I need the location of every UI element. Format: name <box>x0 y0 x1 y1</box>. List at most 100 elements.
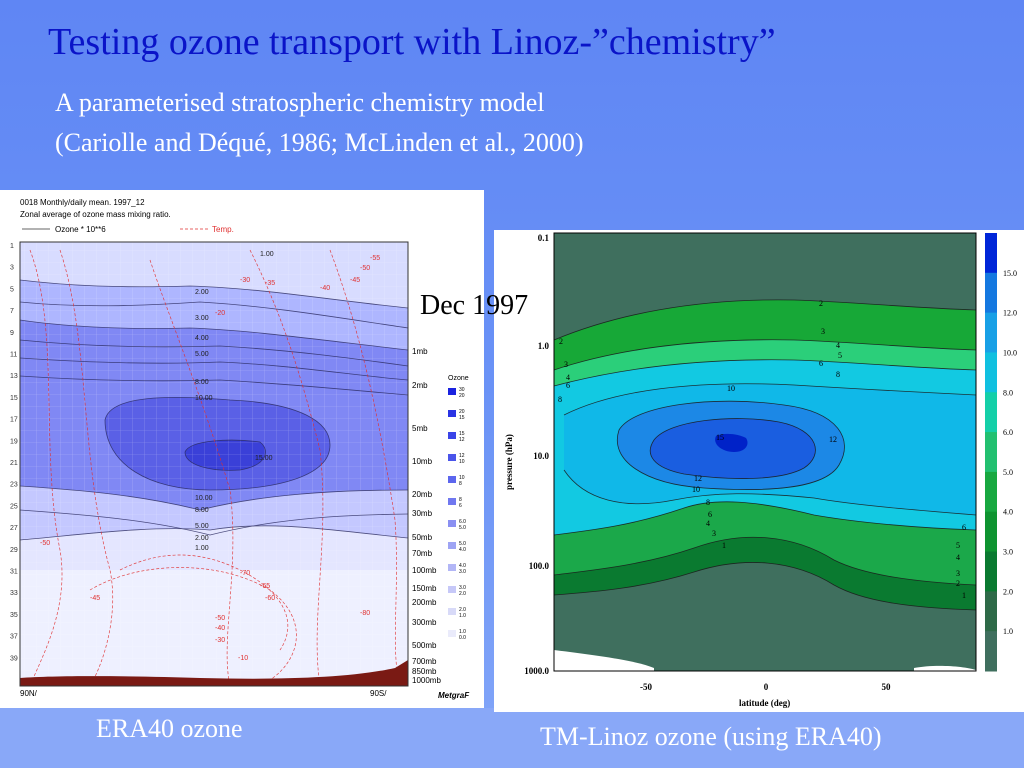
right-x-tick: -50 <box>640 682 652 692</box>
era40-ozone-svg: 0018 Monthly/daily mean. 1997_12 Zonal a… <box>10 198 470 700</box>
svg-text:3: 3 <box>956 569 960 578</box>
left-pressure-label: 50mb <box>412 533 433 542</box>
svg-text:1.00: 1.00 <box>260 251 274 258</box>
left-colorbar-label: 1.0 <box>459 629 466 635</box>
right-colorbar-swatch <box>985 511 997 553</box>
svg-text:10.00: 10.00 <box>195 495 213 502</box>
left-colorbar-swatch <box>448 498 456 505</box>
right-y-tick: 0.1 <box>538 233 550 243</box>
svg-text:4: 4 <box>956 553 960 562</box>
left-colorbar-swatch <box>448 630 456 637</box>
left-pressure-label: 5mb <box>412 424 428 433</box>
svg-text:8.00: 8.00 <box>195 507 209 514</box>
svg-text:3: 3 <box>564 360 568 369</box>
svg-text:5.00: 5.00 <box>195 351 209 358</box>
svg-text:4: 4 <box>706 519 710 528</box>
caption-right: TM-Linoz ozone (using ERA40) <box>540 722 882 751</box>
left-level-label: 33 <box>10 590 18 597</box>
metgraf-brand: MetgraF <box>438 691 470 700</box>
left-level-label: 5 <box>10 286 14 293</box>
left-colorbar-label: 10 <box>459 459 465 465</box>
svg-text:6: 6 <box>708 510 712 519</box>
left-legend-temp: Temp. <box>212 225 234 234</box>
left-colorbar-label: 2.0 <box>459 591 466 597</box>
right-colorbar-swatch <box>985 471 997 513</box>
right-x-tick: 0 <box>764 682 769 692</box>
left-colorbar-label: 8 <box>459 481 462 487</box>
right-colorbar-tick: 15.0 <box>1003 269 1017 278</box>
left-colorbar-swatch <box>448 388 456 395</box>
svg-text:-70: -70 <box>240 570 250 577</box>
left-colorbar-label: 4.0 <box>459 547 466 553</box>
left-colorbar-swatch <box>448 410 456 417</box>
left-level-label: 7 <box>10 308 14 315</box>
left-pressure-label: 100mb <box>412 566 437 575</box>
left-pressure-label: 1000mb <box>412 676 441 685</box>
left-level-label: 21 <box>10 460 18 467</box>
left-level-label: 35 <box>10 612 18 619</box>
svg-text:-50: -50 <box>360 265 370 272</box>
left-pressure-label: 300mb <box>412 618 437 627</box>
right-colorbar-tick: 2.0 <box>1003 587 1013 596</box>
svg-text:-50: -50 <box>215 615 225 622</box>
left-level-label: 15 <box>10 395 18 402</box>
tm-linoz-ozone-plot: 2 3 4 5 6 8 10 12 15 12 10 8 6 4 3 1 6 5… <box>494 230 1024 712</box>
left-colorbar-label: 20 <box>459 409 465 415</box>
svg-text:5.00: 5.00 <box>195 523 209 530</box>
left-colorbar-label: 5.0 <box>459 525 466 531</box>
left-pressure-label: 20mb <box>412 490 433 499</box>
left-colorbar-label: 6 <box>459 503 462 509</box>
left-level-label: 9 <box>10 330 14 337</box>
left-x-label-north: 90N/ <box>20 689 38 698</box>
svg-text:6: 6 <box>819 359 823 368</box>
svg-text:6: 6 <box>962 523 966 532</box>
svg-text:3: 3 <box>712 529 716 538</box>
left-level-label: 27 <box>10 525 18 532</box>
svg-text:12: 12 <box>694 474 702 483</box>
svg-text:4: 4 <box>836 341 840 350</box>
left-colorbar-label: 20 <box>459 393 465 399</box>
left-colorbar-swatch <box>448 520 456 527</box>
right-colorbar-tick: 10.0 <box>1003 348 1017 357</box>
left-colorbar-swatch <box>448 564 456 571</box>
svg-text:2: 2 <box>559 337 563 346</box>
left-colorbar-label: 2.0 <box>459 607 466 613</box>
svg-text:4.00: 4.00 <box>195 335 209 342</box>
right-colorbar-swatch <box>985 272 997 314</box>
caption-left: ERA40 ozone <box>96 714 243 743</box>
left-colorbar-label: 6.0 <box>459 519 466 525</box>
left-pressure-label: 850mb <box>412 667 437 676</box>
left-pressure-label: 500mb <box>412 641 437 650</box>
left-colorbar-label: 4.0 <box>459 563 466 569</box>
svg-text:1.00: 1.00 <box>195 545 209 552</box>
right-colorbar-swatch <box>985 233 997 274</box>
left-colorbar-label: 15 <box>459 415 465 421</box>
left-pressure-label: 2mb <box>412 381 428 390</box>
svg-text:-40: -40 <box>320 285 330 292</box>
svg-text:1: 1 <box>722 541 726 550</box>
left-colorbar-swatch <box>448 542 456 549</box>
right-colorbar-swatch <box>985 352 997 393</box>
svg-text:8: 8 <box>836 370 840 379</box>
right-colorbar-tick: 5.0 <box>1003 468 1013 477</box>
left-pressure-label: 30mb <box>412 509 433 518</box>
left-level-label: 25 <box>10 503 18 510</box>
svg-text:2: 2 <box>819 299 823 308</box>
svg-text:6: 6 <box>566 381 570 390</box>
svg-text:10: 10 <box>692 485 700 494</box>
right-y-tick: 1.0 <box>538 341 550 351</box>
right-colorbar-tick: 8.0 <box>1003 388 1013 397</box>
left-colorbar-label: 1.0 <box>459 613 466 619</box>
left-level-label: 3 <box>10 265 14 272</box>
tm-linoz-ozone-svg: 2 3 4 5 6 8 10 12 15 12 10 8 6 4 3 1 6 5… <box>504 232 1017 708</box>
svg-text:15.00: 15.00 <box>255 455 273 462</box>
left-colorbar-swatch <box>448 476 456 483</box>
left-level-label: 13 <box>10 373 18 380</box>
svg-text:-35: -35 <box>265 280 275 287</box>
left-level-label: 37 <box>10 634 18 641</box>
svg-text:-50: -50 <box>40 540 50 547</box>
left-colorbar-label: 30 <box>459 387 465 393</box>
right-x-label: latitude (deg) <box>739 698 790 708</box>
right-colorbar-tick: 12.0 <box>1003 309 1017 318</box>
right-colorbar-swatch <box>985 551 997 592</box>
